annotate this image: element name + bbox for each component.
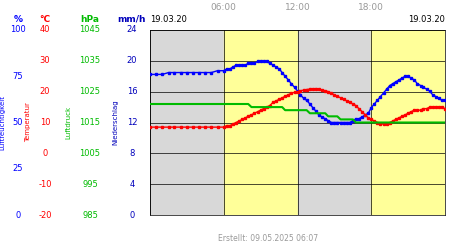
- Text: 0: 0: [15, 210, 21, 220]
- Text: 06:00: 06:00: [211, 3, 237, 12]
- Text: 19.03.20: 19.03.20: [150, 15, 187, 24]
- Text: 10: 10: [40, 118, 50, 127]
- Text: 1015: 1015: [80, 118, 100, 127]
- Bar: [297, 30, 371, 215]
- Text: Temperatur: Temperatur: [25, 102, 31, 142]
- Bar: [224, 30, 297, 215]
- Text: Luftfeuchtigkeit: Luftfeuchtigkeit: [0, 95, 5, 150]
- Text: 0: 0: [130, 210, 135, 220]
- Text: 985: 985: [82, 210, 98, 220]
- Text: 19.03.20: 19.03.20: [408, 15, 445, 24]
- Text: 100: 100: [10, 26, 26, 35]
- Text: 1005: 1005: [80, 149, 100, 158]
- Text: Luftdruck: Luftdruck: [65, 106, 71, 139]
- Text: 995: 995: [82, 180, 98, 189]
- Text: 30: 30: [40, 56, 50, 65]
- Text: 20: 20: [40, 87, 50, 96]
- Text: 0: 0: [42, 149, 48, 158]
- Text: 75: 75: [13, 72, 23, 81]
- Text: 24: 24: [127, 26, 137, 35]
- Text: 25: 25: [13, 164, 23, 173]
- Text: -10: -10: [38, 180, 52, 189]
- Text: mm/h: mm/h: [118, 15, 146, 24]
- Text: 20: 20: [127, 56, 137, 65]
- Text: 12: 12: [127, 118, 137, 127]
- Text: 8: 8: [129, 149, 135, 158]
- Text: 16: 16: [127, 87, 137, 96]
- Text: -20: -20: [38, 210, 52, 220]
- Text: 1025: 1025: [80, 87, 100, 96]
- Bar: [150, 30, 224, 215]
- Text: 12:00: 12:00: [284, 3, 310, 12]
- Bar: [371, 30, 445, 215]
- Text: 40: 40: [40, 26, 50, 35]
- Text: hPa: hPa: [81, 15, 99, 24]
- Text: 50: 50: [13, 118, 23, 127]
- Text: 4: 4: [130, 180, 135, 189]
- Text: Erstellt: 09.05.2025 06:07: Erstellt: 09.05.2025 06:07: [218, 234, 318, 243]
- Text: °C: °C: [40, 15, 50, 24]
- Text: %: %: [14, 15, 22, 24]
- Text: 1035: 1035: [80, 56, 100, 65]
- Text: 18:00: 18:00: [358, 3, 384, 12]
- Text: 1045: 1045: [80, 26, 100, 35]
- Text: Niederschlag: Niederschlag: [112, 100, 118, 145]
